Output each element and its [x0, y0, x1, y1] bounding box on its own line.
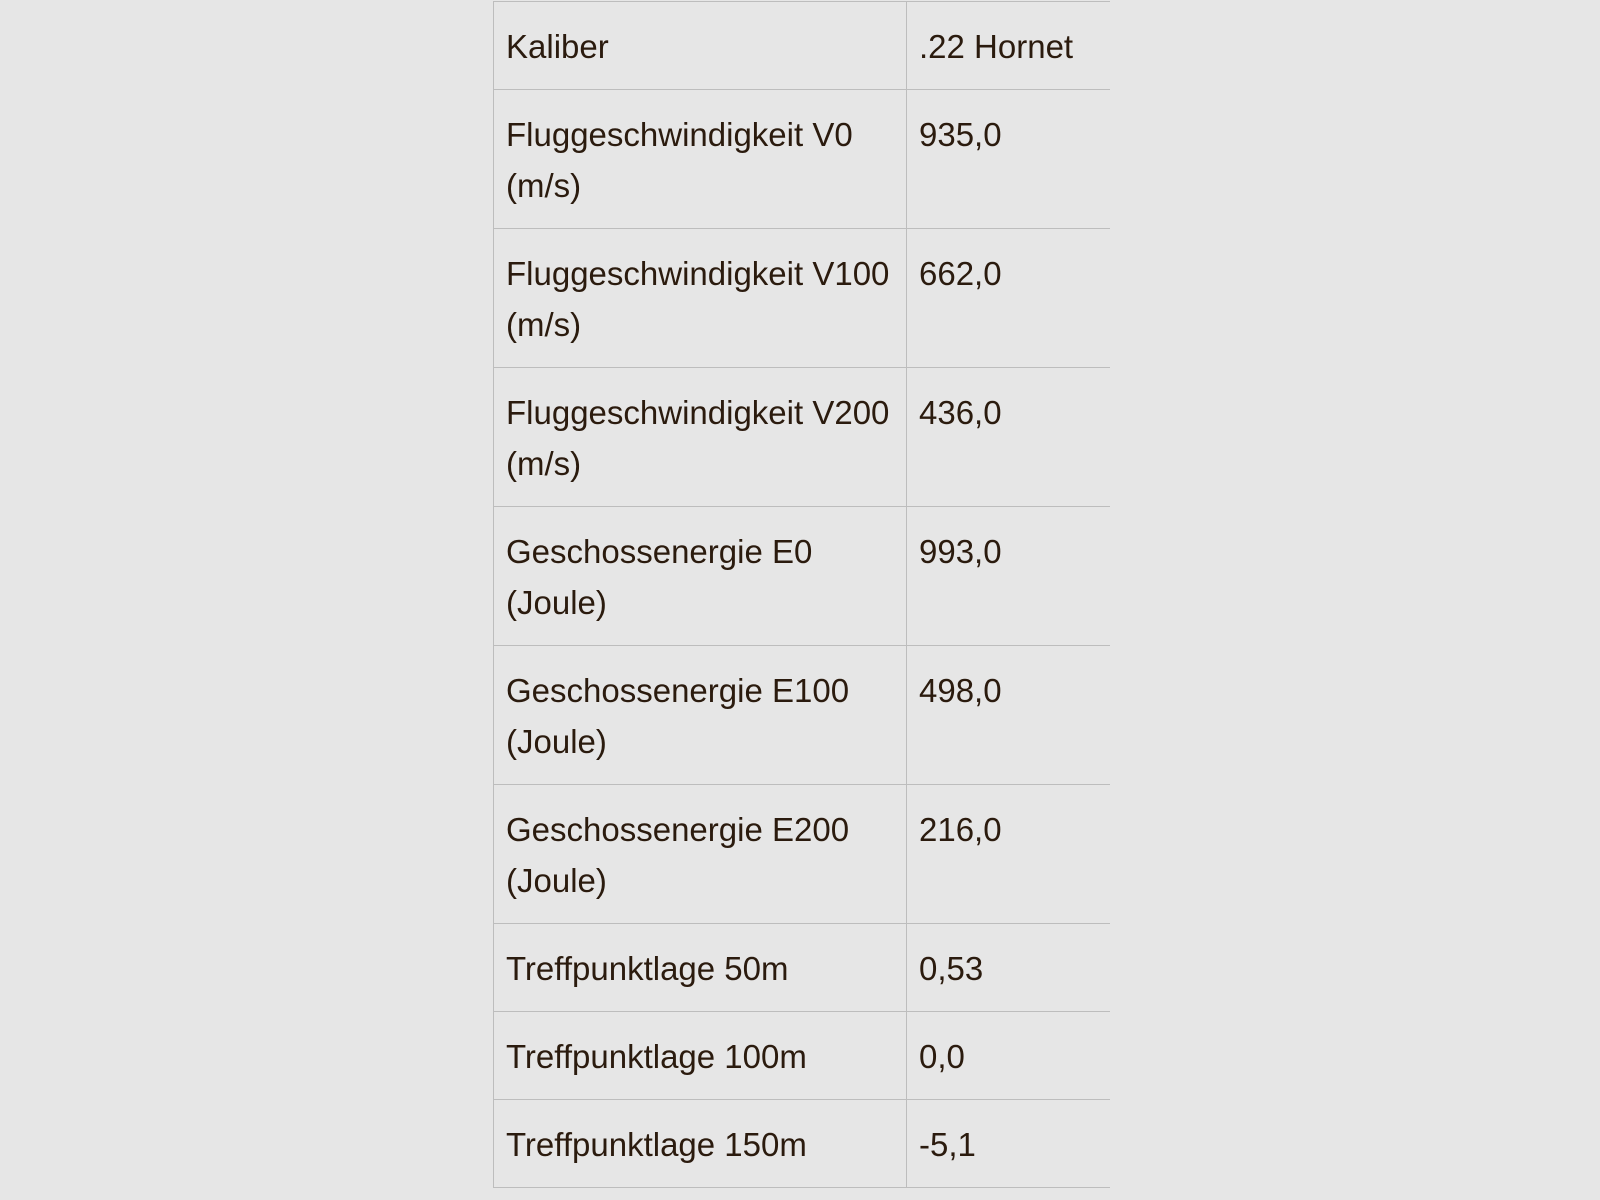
table-row: Fluggeschwindigkeit V200 (m/s) 436,0 — [493, 367, 1110, 507]
row-label: Treffpunktlage 100m — [493, 1011, 907, 1100]
row-value: 498,0 — [906, 645, 1110, 785]
row-label: Kaliber — [493, 1, 907, 90]
row-label: Fluggeschwindigkeit V0 (m/s) — [493, 89, 907, 229]
table-row: Treffpunktlage 50m 0,53 — [493, 923, 1110, 1012]
row-value: 0,0 — [906, 1011, 1110, 1100]
row-label: Fluggeschwindigkeit V200 (m/s) — [493, 367, 907, 507]
row-value: 436,0 — [906, 367, 1110, 507]
row-value: 0,53 — [906, 923, 1110, 1012]
table-row: Treffpunktlage 100m 0,0 — [493, 1011, 1110, 1100]
row-label: Fluggeschwindigkeit V100 (m/s) — [493, 228, 907, 368]
row-value: 216,0 — [906, 784, 1110, 924]
row-label: Treffpunktlage 50m — [493, 923, 907, 1012]
row-label: Geschossenergie E0 (Joule) — [493, 506, 907, 646]
table-row: Kaliber .22 Hornet — [493, 1, 1110, 90]
row-label: Geschossenergie E200 (Joule) — [493, 784, 907, 924]
row-value: 993,0 — [906, 506, 1110, 646]
table-row: Geschossenergie E100 (Joule) 498,0 — [493, 645, 1110, 785]
table-row: Geschossenergie E0 (Joule) 993,0 — [493, 506, 1110, 646]
table-row: Fluggeschwindigkeit V100 (m/s) 662,0 — [493, 228, 1110, 368]
row-label: Treffpunktlage 150m — [493, 1099, 907, 1188]
table-row: Fluggeschwindigkeit V0 (m/s) 935,0 — [493, 89, 1110, 229]
row-label: Geschossenergie E100 (Joule) — [493, 645, 907, 785]
ammunition-spec-table: Kaliber .22 Hornet Fluggeschwindigkeit V0 … — [493, 1, 1110, 1188]
row-value: 935,0 — [906, 89, 1110, 229]
row-value: .22 Hornet — [906, 1, 1110, 90]
table-row: Treffpunktlage 150m -5,1 — [493, 1099, 1110, 1188]
row-value: -5,1 — [906, 1099, 1110, 1188]
table-row: Geschossenergie E200 (Joule) 216,0 — [493, 784, 1110, 924]
row-value: 662,0 — [906, 228, 1110, 368]
